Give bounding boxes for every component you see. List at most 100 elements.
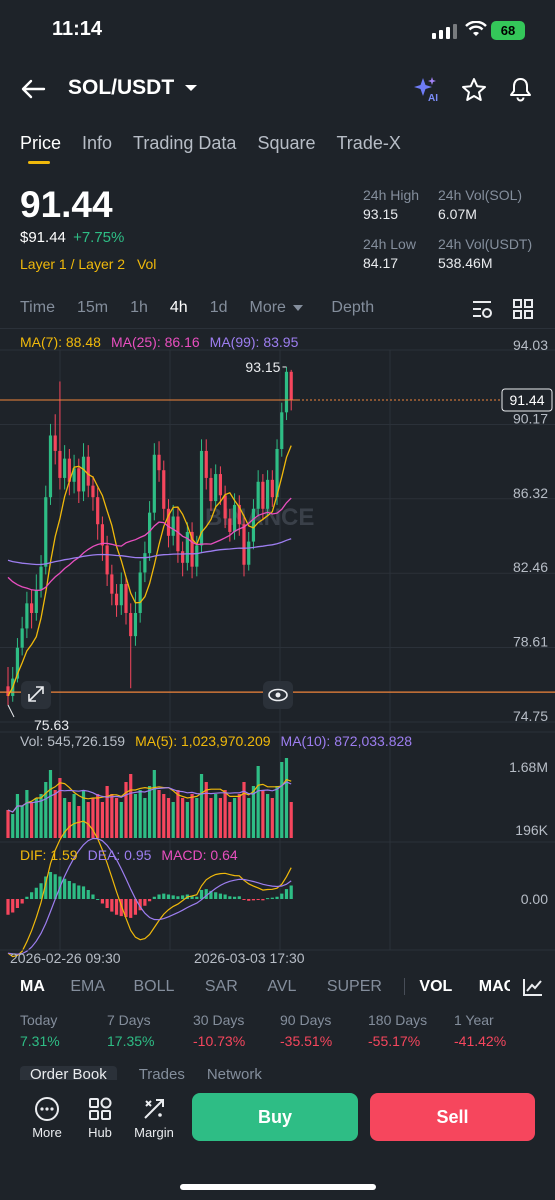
high-price-label: 93.15 [245,359,280,375]
price-tick-label: 74.75 [513,708,548,724]
tab-trading-data[interactable]: Trading Data [133,133,237,153]
volume-bar [204,782,208,838]
layout-grid-icon[interactable] [513,299,533,319]
tag-layer[interactable]: Layer 1 / Layer 2 [20,256,126,272]
volume-ma-line-5 [7,778,292,813]
volume-bar [67,802,71,838]
macd-histogram-bar [256,899,260,900]
macd-histogram-bar [209,890,213,899]
cellular-signal-icon [432,24,457,39]
low-price-pointer [7,704,15,718]
macd-histogram-bar [96,899,100,900]
candle-body [124,584,128,613]
macd-histogram-bar [91,894,95,899]
candle-body [110,574,114,594]
low-value: 84.17 [363,255,399,271]
candle-body [91,485,95,498]
volume-tick-high: 1.68M [509,759,548,775]
tag-vol[interactable]: Vol [136,256,157,272]
macd-histogram-bar [86,890,90,899]
macd-histogram-bar [195,896,199,899]
date-label-end: 2026-03-03 17:30 [194,950,305,966]
performance-label: Today [20,1012,58,1028]
macd-histogram-bar [6,899,10,915]
ind-macd[interactable]: MACD [478,978,510,995]
price-tick-label: 90.17 [513,410,548,426]
tab-price[interactable]: Price [20,133,62,164]
tab-info[interactable]: Info [82,133,113,153]
sell-button[interactable]: Sell [370,1093,535,1141]
volume-ma-line-10 [7,781,292,813]
macd-label: MACD: 0.64 [161,847,238,863]
tf-more[interactable]: More [249,299,304,317]
volume-bar [256,766,260,838]
tab-order-book[interactable]: Order Book [20,1066,117,1084]
tf-depth[interactable]: Depth [331,299,375,316]
ai-sparkle-icon[interactable]: AI [413,76,441,102]
hub-icon [89,1097,112,1120]
tab-trades[interactable]: Trades [138,1066,185,1083]
volume-bar [199,774,204,838]
volume-bar [15,794,20,838]
vol-usdt-label: 24h Vol(USDT) [438,236,533,252]
price-tick-label: 78.61 [513,634,548,650]
pair-selector[interactable]: SOL/USDT [68,76,198,100]
price-tick-label: 94.03 [513,337,548,353]
nav-more[interactable]: More [17,1096,77,1140]
nav-hub[interactable]: Hub [70,1096,130,1140]
ind-ma[interactable]: MA [20,978,45,995]
candle-body [6,686,10,696]
chevron-down-icon [185,85,198,92]
tf-1d[interactable]: 1d [209,299,228,316]
tab-square[interactable]: Square [257,133,316,153]
performance-item: Today 7.31% [20,1012,60,1049]
main-tabs: Price Info Trading Data Square Trade-X [20,133,401,164]
macd-histogram-bar [214,892,218,899]
tf-time[interactable]: Time [20,299,55,316]
chart-settings-icon[interactable] [471,299,493,319]
ind-ema[interactable]: EMA [70,978,106,995]
vol-ma10-label: MA(10): 872,033.828 [280,733,413,749]
tab-trade-x[interactable]: Trade-X [336,133,401,153]
ind-boll[interactable]: BOLL [133,978,175,995]
tf-4h[interactable]: 4h [169,299,188,316]
status-bar: 11:14 68 [0,0,555,60]
ind-avl[interactable]: AVL [267,978,297,995]
ma-line-99 [7,538,292,566]
buy-button[interactable]: Buy [192,1093,358,1141]
performance-value: -35.51% [280,1033,333,1049]
candle-body [77,468,81,492]
volume-bar [185,802,189,838]
vol-label: Vol: 545,726.159 [20,733,126,749]
candle-body [63,458,67,478]
volume-bar [81,790,86,838]
tf-1h[interactable]: 1h [130,299,148,316]
performance-label: 180 Days [368,1012,428,1028]
volume-bar [34,798,38,838]
candle-body [232,504,237,532]
tab-network[interactable]: Network [206,1066,262,1083]
bell-icon[interactable] [508,76,533,102]
volume-bar [148,786,152,838]
macd-legend: DIF: 1.59 DEA: 0.95 MACD: 0.64 [20,847,238,863]
macd-histogram-bar [199,890,204,899]
indicator-settings-icon[interactable] [522,977,544,997]
performance-value: 7.31% [20,1033,60,1049]
macd-histogram-bar [232,896,237,899]
back-arrow-icon[interactable] [20,78,46,100]
ind-sar[interactable]: SAR [204,978,238,995]
macd-histogram-bar [100,899,104,904]
status-time: 11:14 [52,18,103,40]
ind-vol[interactable]: VOL [404,978,453,995]
macd-histogram-bar [34,887,38,899]
macd-histogram-bar [15,899,20,908]
ind-super[interactable]: SUPER [326,978,382,995]
macd-series: 0.00 [0,820,555,958]
tf-15m[interactable]: 15m [76,299,109,316]
nav-margin[interactable]: Margin [124,1096,184,1140]
nav-margin-label: Margin [134,1125,174,1140]
candle-body [105,545,109,575]
star-icon[interactable] [461,77,487,102]
macd-histogram-bar [166,894,171,899]
